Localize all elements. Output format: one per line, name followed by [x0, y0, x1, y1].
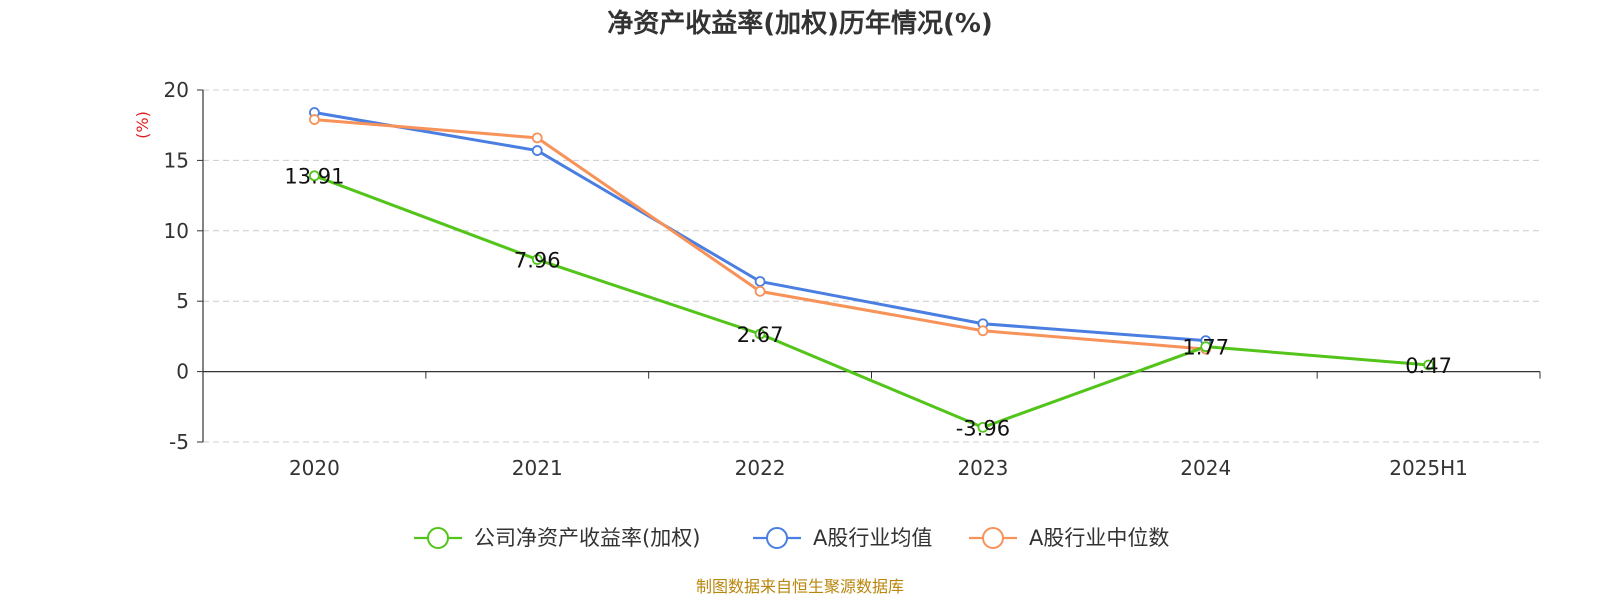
data-point	[1200, 341, 1212, 353]
legend-marker	[766, 527, 788, 549]
data-point	[531, 145, 543, 156]
data-labels: 13.91 7.96 2.67 -3.96 1.77 0.47	[284, 165, 1452, 441]
x-tick-label: 2020	[289, 456, 340, 480]
x-tick-label: 2022	[735, 456, 786, 480]
data-point	[309, 114, 320, 125]
data-point	[754, 285, 766, 297]
axes	[202, 90, 1540, 442]
legend-label: A股行业中位数	[1029, 526, 1169, 550]
x-axis-ticks: 2020 2021 2022 2023 2024 2025H1	[202, 371, 1541, 480]
y-tick-label: 20	[164, 78, 189, 102]
legend-label: 公司净资产收益率(加权)	[474, 526, 700, 550]
data-point	[309, 170, 320, 182]
x-tick-label: 2025H1	[1389, 456, 1468, 480]
series-line-2	[314, 118, 1206, 351]
data-label: 0.47	[1405, 354, 1452, 378]
data-point	[531, 254, 543, 265]
data-point	[977, 325, 989, 337]
y-axis-ticks: 20 15 10 5 0 -5	[164, 78, 203, 454]
y-tick-label: 15	[164, 148, 189, 172]
data-label: 1.77	[1182, 336, 1229, 360]
data-point	[754, 328, 766, 340]
data-point	[531, 132, 543, 144]
source-note: 制图数据来自恒生聚源数据库	[696, 577, 904, 596]
legend-label: A股行业均值	[813, 526, 932, 550]
series-points	[309, 107, 1434, 433]
x-tick-label: 2024	[1180, 456, 1231, 480]
y-tick-label: 5	[176, 289, 189, 313]
grid-lines	[203, 89, 1540, 443]
y-tick-label: 0	[176, 360, 189, 384]
legend-marker	[427, 527, 449, 549]
legend-item-2: A股行业中位数	[969, 526, 1169, 550]
y-axis-label: (%)	[133, 111, 152, 139]
data-label: 13.91	[284, 165, 344, 189]
x-tick-label: 2021	[512, 456, 563, 480]
legend-item-0: 公司净资产收益率(加权)	[414, 526, 700, 550]
legend-item-1: A股行业均值	[753, 526, 932, 550]
data-label: 2.67	[737, 323, 784, 347]
y-tick-label: -5	[169, 430, 189, 454]
series-line-0	[313, 174, 1429, 429]
data-point	[754, 276, 766, 287]
y-tick-label: 10	[164, 219, 189, 243]
legend-marker	[982, 527, 1004, 549]
data-label: 7.96	[514, 249, 561, 273]
series-lines	[313, 111, 1429, 429]
data-label: -3.96	[956, 416, 1010, 440]
x-tick-label: 2023	[957, 456, 1008, 480]
data-point	[1423, 359, 1434, 371]
legend: 公司净资产收益率(加权) A股行业均值 A股行业中位数	[414, 526, 1169, 550]
chart-title: 净资产收益率(加权)历年情况(%)	[607, 8, 993, 39]
data-point	[977, 421, 989, 433]
